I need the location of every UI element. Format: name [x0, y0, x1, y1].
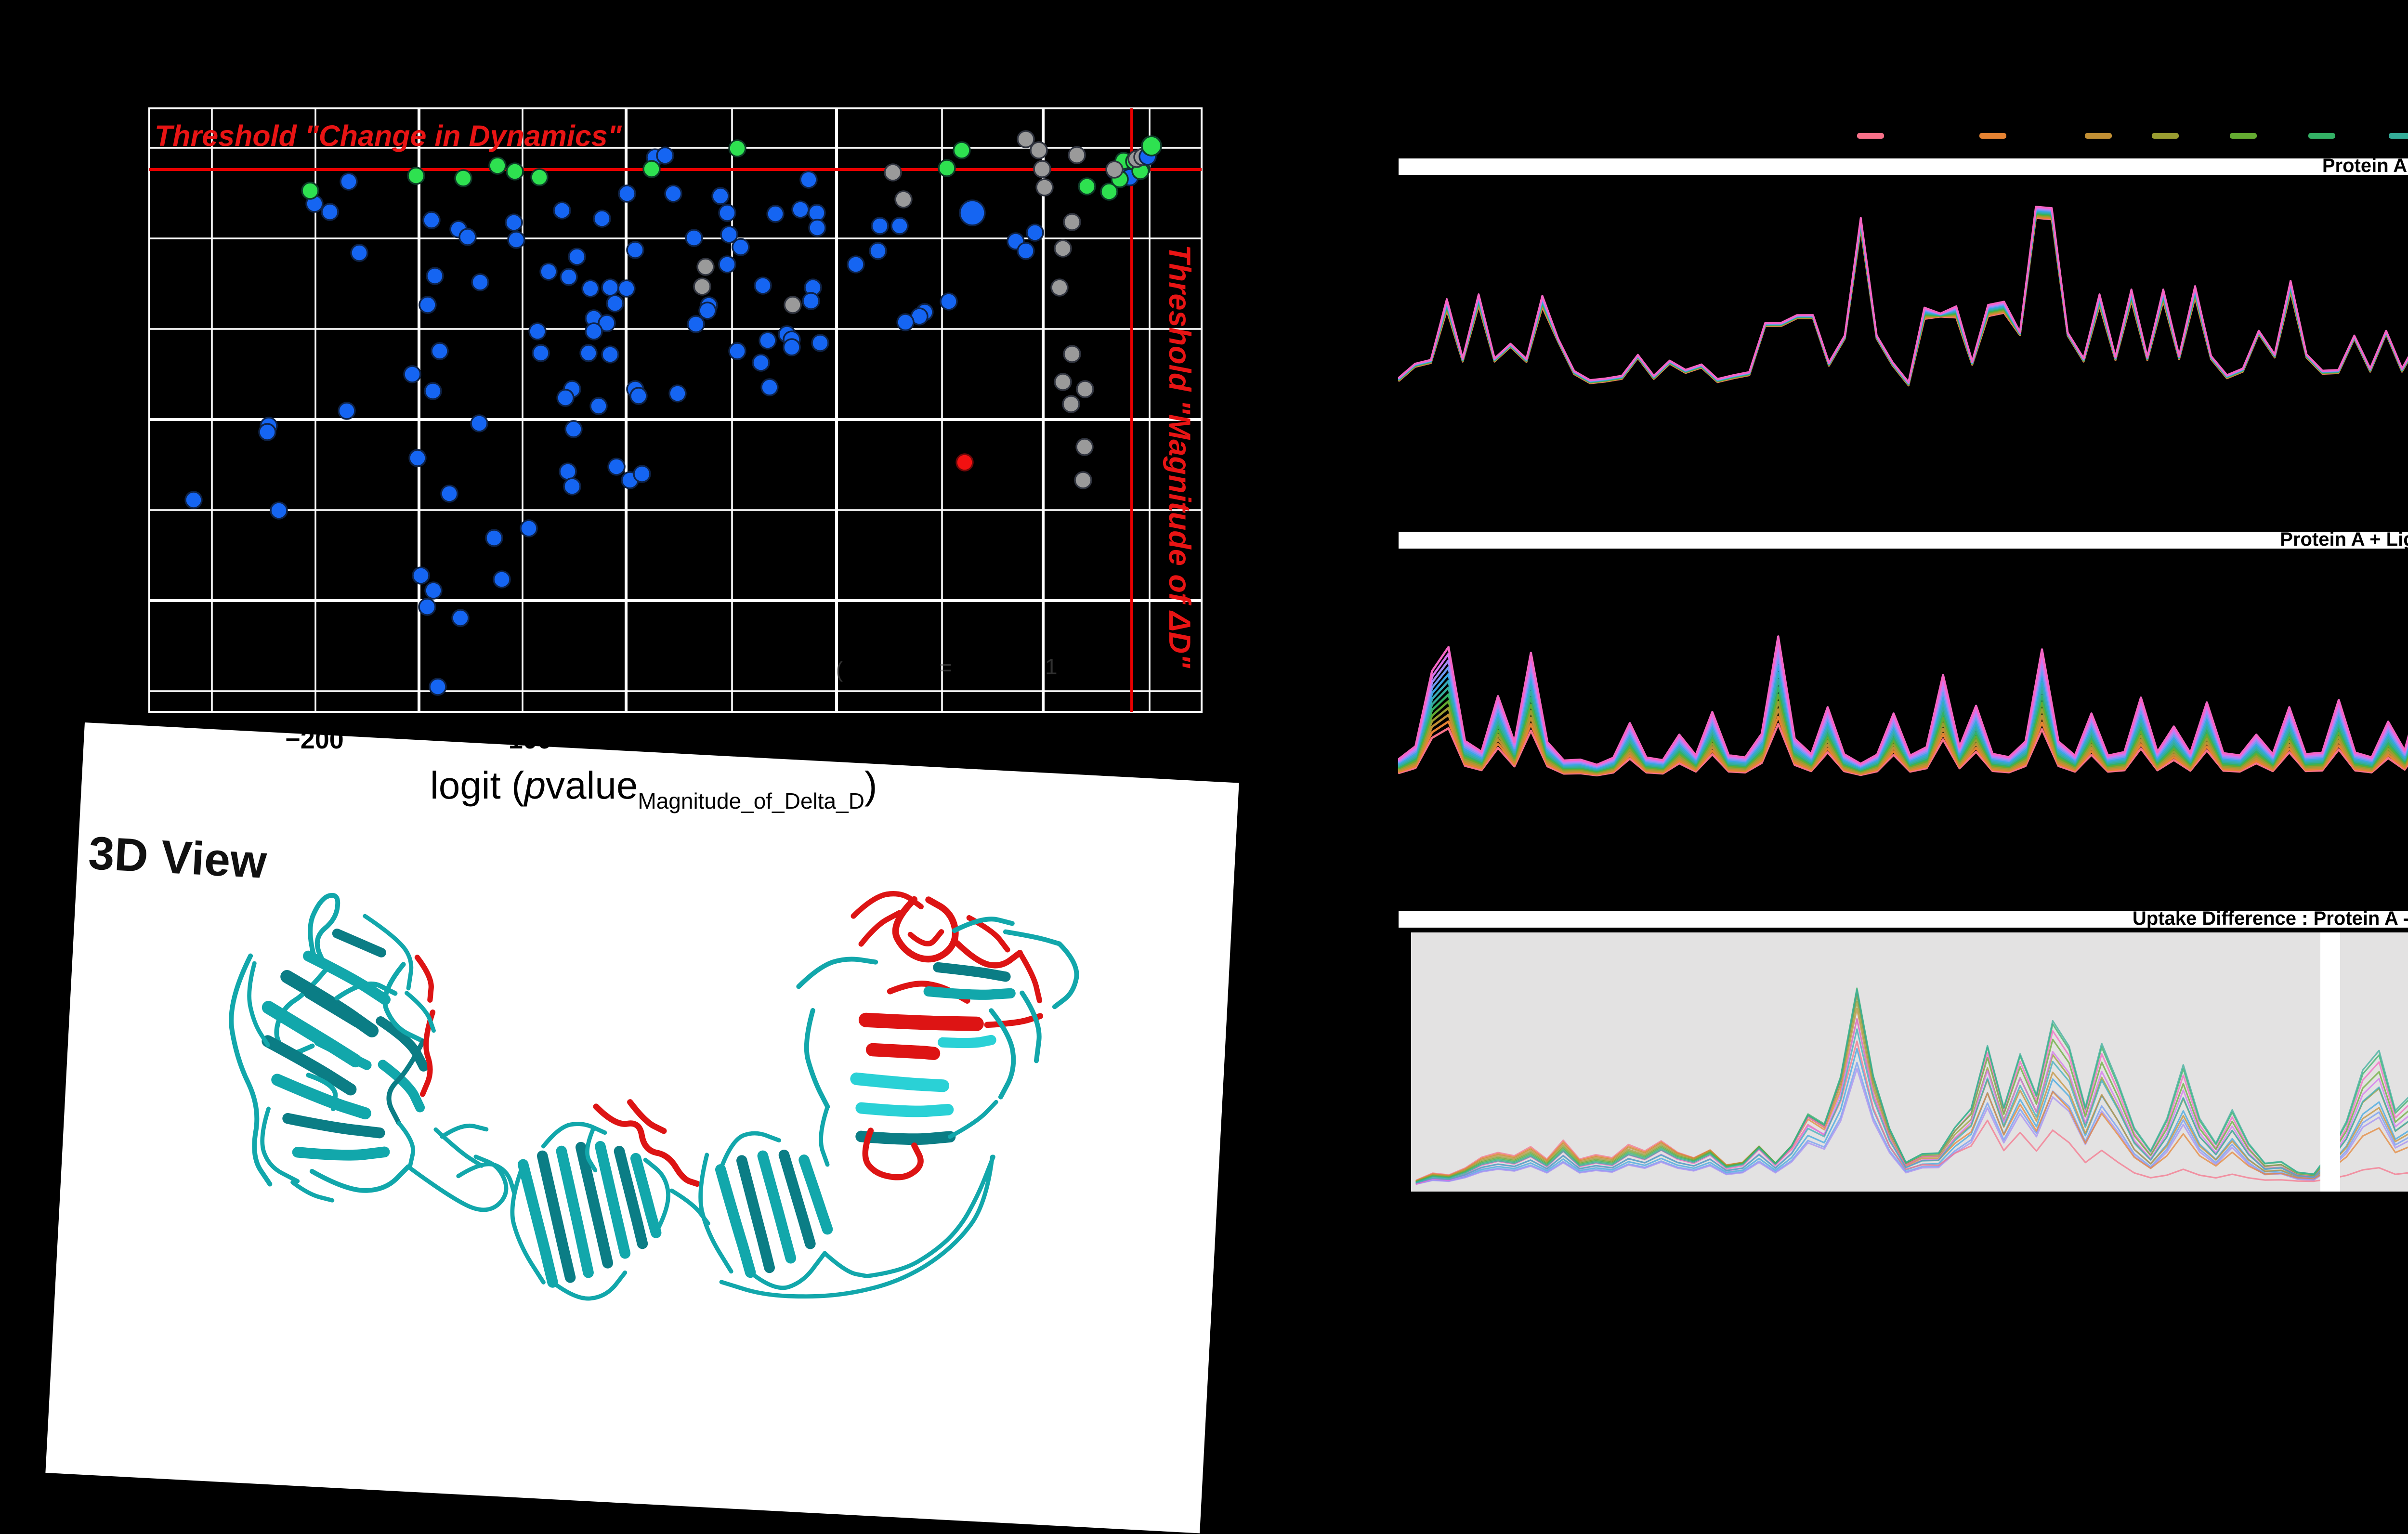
svg-text:Protein A + Ligand: Protein A + Ligand — [2280, 529, 2408, 550]
svg-text:−200: −200 — [285, 725, 344, 754]
svg-text:Protein A: Protein A — [2322, 155, 2407, 176]
svg-text:1: 1 — [1045, 654, 1058, 679]
svg-text:logit (pvalueMagnitude_of_Delt: logit (pvalueMagnitude_of_Delta_D) — [430, 764, 877, 813]
svg-text:Uptake Difference : Protein A: Uptake Difference : Protein A - (Protein… — [2133, 908, 2408, 929]
svg-text:Threshold "Change in Dynamics": Threshold "Change in Dynamics" — [155, 119, 622, 152]
svg-text:−100: −100 — [493, 725, 552, 754]
svg-text:=: = — [939, 655, 952, 680]
svg-text:Threshold "Magnitude of ΔD": Threshold "Magnitude of ΔD" — [1163, 245, 1196, 669]
svg-text:0: 0 — [723, 725, 738, 754]
svg-text:(: ( — [836, 657, 843, 682]
